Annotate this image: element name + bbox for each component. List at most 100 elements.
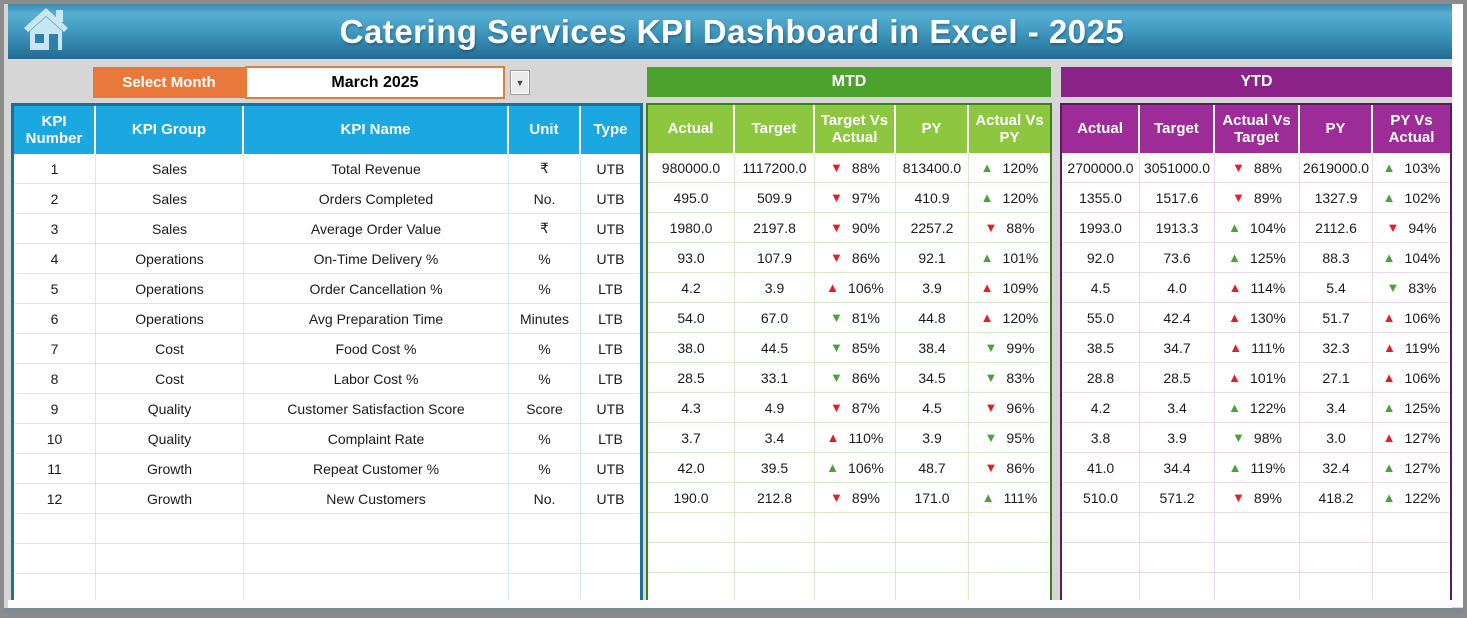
- mtd-table-row: 54.0 67.0 ▼ 81% 44.8 ▲ 120%: [648, 303, 1050, 333]
- kpi-group-cell: Growth: [96, 454, 244, 484]
- ytd-table-row: 1355.0 1517.6 ▼ 89% 1327.9 ▲ 102%: [1062, 183, 1450, 213]
- empty-cell: [815, 543, 896, 573]
- empty-cell: [1140, 573, 1215, 603]
- ytd-actual-vs-target-cell: ▼ 88%: [1215, 153, 1300, 183]
- kpi-group-cell: Cost: [96, 334, 244, 364]
- empty-cell: [581, 544, 640, 574]
- month-dropdown-value[interactable]: March 2025: [245, 66, 505, 99]
- arrow-down-icon: ▼: [830, 310, 843, 325]
- ytd-py-vs-actual-cell: ▲ 106%: [1373, 363, 1450, 393]
- ratio-value: 83%: [1408, 279, 1437, 296]
- arrow-up-icon: ▲: [980, 250, 994, 265]
- arrow-down-icon: ▼: [830, 190, 843, 205]
- ratio-value: 103%: [1404, 159, 1441, 176]
- mtd-target-vs-actual-cell: ▼ 89%: [815, 483, 896, 513]
- kpi-name-cell: Customer Satisfaction Score: [244, 394, 509, 424]
- ratio-value: 127%: [1404, 429, 1441, 446]
- mtd-py-cell: 48.7: [896, 453, 969, 483]
- mtd-table-row: 1980.0 2197.8 ▼ 90% 2257.2 ▼ 88%: [648, 213, 1050, 243]
- arrow-up-icon: ▲: [980, 310, 994, 325]
- kpi-number-cell: 4: [14, 244, 96, 274]
- mtd-actual-vs-py-cell: ▼ 83%: [969, 363, 1050, 393]
- arrow-up-icon: ▲: [1382, 370, 1396, 385]
- ytd-actual-cell: 92.0: [1062, 243, 1140, 273]
- type-cell: UTB: [581, 244, 640, 274]
- ratio-value: 104%: [1404, 249, 1441, 266]
- kpi-number-cell: 5: [14, 274, 96, 304]
- ytd-actual-vs-target-cell: ▼ 89%: [1215, 483, 1300, 513]
- arrow-down-icon: ▼: [984, 370, 998, 385]
- ytd-target-cell: 3051000.0: [1140, 153, 1215, 183]
- ytd-py-cell: 3.4: [1300, 393, 1373, 423]
- month-dropdown-button[interactable]: ▼: [510, 70, 530, 95]
- column-header: KPI Name: [244, 106, 509, 154]
- empty-cell: [1373, 573, 1450, 603]
- mtd-table-empty-row: [648, 513, 1050, 543]
- kpi-table-empty-row: [14, 544, 640, 574]
- column-header: KPI Number: [14, 106, 96, 154]
- column-header: Target Vs Actual: [815, 105, 896, 153]
- ytd-table-row: 4.2 3.4 ▲ 122% 3.4 ▲ 125%: [1062, 393, 1450, 423]
- empty-cell: [1062, 513, 1140, 543]
- kpi-group-cell: Quality: [96, 394, 244, 424]
- ratio-value: 119%: [1405, 339, 1440, 356]
- kpi-table-row: 4 Operations On-Time Delivery %% UTB: [14, 244, 640, 274]
- kpi-table-row: 9 Quality Customer Satisfaction Score Score…: [14, 394, 640, 424]
- ytd-target-cell: 1517.6: [1140, 183, 1215, 213]
- unit-cell: ₹: [509, 214, 581, 244]
- arrow-down-icon: ▼: [1232, 190, 1245, 205]
- ratio-value: 88%: [1006, 219, 1035, 236]
- ratio-value: 86%: [1006, 459, 1035, 476]
- column-header: PY: [896, 105, 969, 153]
- ratio-value: 130%: [1250, 309, 1286, 326]
- mtd-target-cell: 33.1: [735, 363, 815, 393]
- mtd-target-cell: 44.5: [735, 333, 815, 363]
- home-button[interactable]: [18, 7, 74, 55]
- mtd-actual-vs-py-cell: ▲ 120%: [969, 153, 1050, 183]
- type-cell: UTB: [581, 184, 640, 214]
- ratio-value: 89%: [851, 489, 880, 506]
- ytd-py-vs-actual-cell: ▲ 119%: [1373, 333, 1450, 363]
- ratio-value: 122%: [1250, 399, 1286, 416]
- arrow-up-icon: ▲: [1229, 340, 1243, 355]
- kpi-group-cell: Operations: [96, 244, 244, 274]
- kpi-group-cell: Operations: [96, 304, 244, 334]
- kpi-table-row: 12 Growth New Customers No. UTB: [14, 484, 640, 514]
- ratio-value: 99%: [1006, 339, 1035, 356]
- kpi-number-cell: 12: [14, 484, 96, 514]
- ratio-value: 127%: [1404, 459, 1441, 476]
- ratio-value: 89%: [1253, 189, 1282, 206]
- mtd-py-cell: 3.9: [896, 423, 969, 453]
- ratio-value: 88%: [1253, 159, 1282, 176]
- mtd-actual-cell: 495.0: [648, 183, 735, 213]
- chevron-down-icon: ▼: [515, 77, 525, 88]
- ytd-table-row: 4.5 4.0 ▲ 114% 5.4 ▼ 83%: [1062, 273, 1450, 303]
- empty-cell: [509, 574, 581, 604]
- arrow-down-icon: ▼: [984, 460, 998, 475]
- type-cell: UTB: [581, 394, 640, 424]
- mtd-table-empty-row: [648, 573, 1050, 603]
- ytd-table-row: 92.0 73.6 ▲ 125% 88.3 ▲ 104%: [1062, 243, 1450, 273]
- sheet-bottom-margin: [8, 600, 1452, 608]
- mtd-target-vs-actual-cell: ▼ 97%: [815, 183, 896, 213]
- mtd-table-empty-row: [648, 543, 1050, 573]
- kpi-name-cell: Order Cancellation %: [244, 274, 509, 304]
- kpi-number-cell: 9: [14, 394, 96, 424]
- mtd-actual-cell: 4.2: [648, 273, 735, 303]
- bottom-scrollbar-track[interactable]: [4, 608, 1463, 614]
- ratio-value: 101%: [1250, 369, 1286, 386]
- mtd-target-cell: 3.4: [735, 423, 815, 453]
- kpi-group-cell: Operations: [96, 274, 244, 304]
- mtd-table-row: 4.3 4.9 ▼ 87% 4.5 ▼ 96%: [648, 393, 1050, 423]
- arrow-down-icon: ▼: [830, 370, 843, 385]
- ratio-value: 98%: [1253, 429, 1282, 446]
- arrow-up-icon: ▲: [1382, 190, 1396, 205]
- ytd-actual-vs-target-cell: ▼ 98%: [1215, 423, 1300, 453]
- mtd-target-cell: 3.9: [735, 273, 815, 303]
- arrow-up-icon: ▲: [980, 190, 994, 205]
- mtd-target-cell: 107.9: [735, 243, 815, 273]
- ytd-table-row: 1993.0 1913.3 ▲ 104% 2112.6 ▼ 94%: [1062, 213, 1450, 243]
- ytd-actual-cell: 1993.0: [1062, 213, 1140, 243]
- ratio-value: 120%: [1002, 309, 1039, 326]
